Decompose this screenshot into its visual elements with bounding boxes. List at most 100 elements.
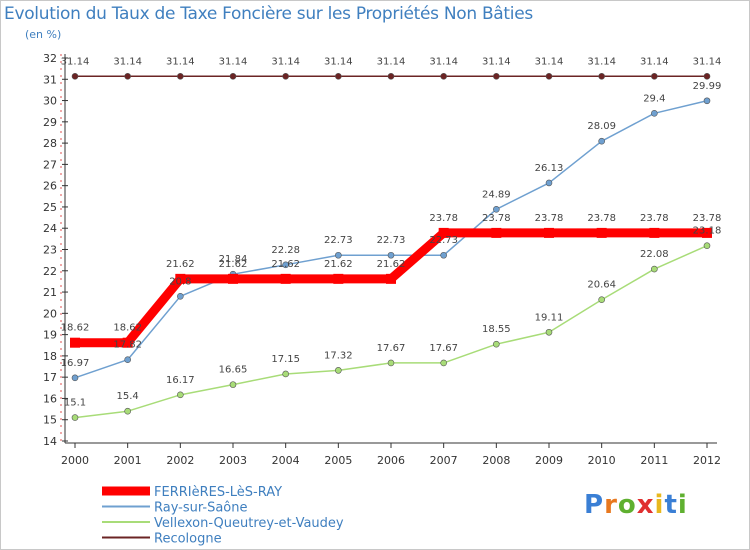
data-point — [545, 179, 553, 187]
data-point — [651, 265, 658, 273]
data-point — [544, 227, 554, 238]
data-label: 21.62 — [377, 259, 406, 270]
data-point — [335, 367, 342, 374]
y-tick-label: 30 — [43, 95, 57, 108]
data-point — [387, 72, 395, 80]
data-label: 22.73 — [429, 235, 458, 246]
data-label: 31.14 — [482, 56, 511, 67]
data-point — [122, 337, 133, 348]
data-point — [545, 328, 553, 336]
data-label: 21.62 — [271, 259, 300, 270]
x-tick-label: 2009 — [535, 454, 563, 467]
data-point — [280, 273, 291, 284]
data-point — [335, 72, 342, 80]
data-point — [651, 110, 658, 117]
data-label: 17.82 — [113, 340, 142, 351]
y-tick-label: 18 — [43, 350, 57, 363]
x-tick-label: 2000 — [61, 454, 89, 467]
logo-letter: i — [677, 490, 688, 520]
data-point — [177, 391, 184, 399]
y-tick-label: 17 — [43, 371, 57, 384]
data-point — [177, 72, 184, 80]
data-label: 23.78 — [482, 213, 511, 224]
y-tick-label: 19 — [43, 329, 57, 342]
y-tick-label: 29 — [43, 116, 57, 129]
data-label: 23.18 — [693, 226, 722, 237]
data-label: 31.14 — [429, 56, 458, 67]
y-tick-label: 23 — [43, 244, 57, 257]
data-label: 18.62 — [113, 323, 142, 334]
legend-label: Vellexon-Queutrey-et-Vaudey — [154, 516, 344, 531]
data-label: 21.62 — [166, 259, 195, 270]
data-label: 22.28 — [271, 245, 300, 256]
data-label: 19.11 — [535, 312, 564, 323]
data-point — [387, 359, 395, 367]
data-point — [651, 72, 658, 80]
axes: 14 15 16 17 18 19 20 21 22 23 24 25 26 27 28 29 30 31 32 20… — [43, 52, 721, 467]
logo-letter: i — [654, 490, 665, 520]
data-label: 15.1 — [64, 398, 86, 409]
y-tick-label: 26 — [43, 180, 57, 193]
data-point — [703, 72, 711, 80]
data-point — [282, 370, 289, 378]
data-point — [598, 296, 605, 304]
data-label: 31.14 — [113, 56, 142, 67]
data-label: 17.67 — [429, 343, 458, 354]
data-label: 15.4 — [117, 391, 139, 402]
y-tick-label: 20 — [43, 307, 57, 320]
data-label: 31.14 — [535, 56, 564, 67]
data-point — [493, 340, 500, 348]
x-tick-label: 2001 — [114, 454, 142, 467]
y-tick-label: 27 — [43, 158, 57, 171]
data-label: 29.99 — [693, 81, 722, 92]
data-point — [387, 251, 395, 259]
x-tick-label: 2002 — [166, 454, 194, 467]
data-label: 31.14 — [640, 56, 669, 67]
data-labels: 18.62 18.62 21.62 21.62 21.62 21.62 21.62 23.78… — [61, 56, 722, 408]
data-point — [71, 72, 79, 80]
data-label: 23.78 — [535, 213, 564, 224]
data-point — [124, 356, 131, 364]
data-label: 16.17 — [166, 375, 195, 386]
data-point — [702, 227, 712, 238]
logo-letter: x — [636, 490, 655, 520]
data-label: 17.15 — [271, 354, 300, 365]
data-label: 23.78 — [640, 213, 669, 224]
x-tick-label: 2003 — [219, 454, 247, 467]
y-tick-label: 32 — [43, 52, 57, 65]
data-point — [229, 381, 237, 388]
data-point — [438, 227, 449, 238]
x-tick-label: 2010 — [588, 454, 616, 467]
data-label: 22.08 — [640, 249, 669, 260]
x-tick-label: 2008 — [482, 454, 510, 467]
data-point — [175, 273, 186, 284]
data-point — [703, 97, 711, 105]
data-label: 31.14 — [324, 56, 353, 67]
data-point — [70, 337, 80, 348]
x-tick-label: 2004 — [272, 454, 300, 467]
data-label: 29.4 — [643, 93, 665, 104]
data-label: 21.62 — [219, 259, 248, 270]
data-point — [598, 137, 605, 145]
data-label: 31.14 — [166, 56, 195, 67]
data-label: 31.14 — [271, 56, 300, 67]
y-tick-label: 21 — [43, 286, 57, 299]
data-label: 22.73 — [377, 235, 406, 246]
data-label: 23.78 — [693, 213, 722, 224]
y-tick-label: 31 — [43, 73, 57, 86]
data-label: 20.64 — [587, 280, 616, 291]
data-label: 18.62 — [61, 323, 90, 334]
data-point — [282, 72, 289, 80]
y-tick-label: 22 — [43, 265, 57, 278]
data-label: 16.97 — [61, 358, 90, 369]
data-label: 21.62 — [324, 259, 353, 270]
x-tick-label: 2011 — [640, 454, 668, 467]
data-label: 20.8 — [169, 276, 191, 287]
unit-label: (en %) — [25, 28, 62, 41]
data-point — [596, 227, 607, 238]
data-label: 23.78 — [429, 213, 458, 224]
y-tick-label: 16 — [43, 392, 57, 405]
data-label: 21.84 — [219, 254, 248, 265]
data-label: 23.78 — [587, 213, 616, 224]
y-tick-label: 28 — [43, 137, 57, 150]
